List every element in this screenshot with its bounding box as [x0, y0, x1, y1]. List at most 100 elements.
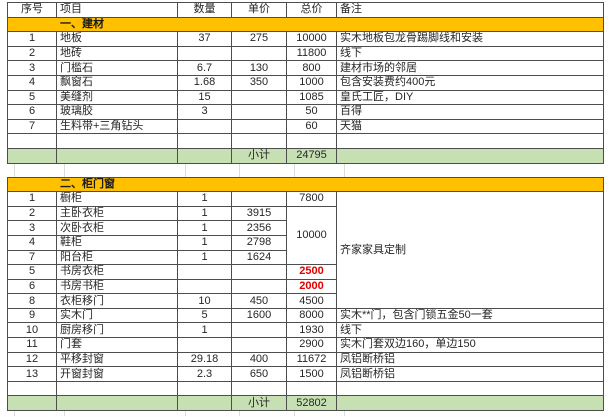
cell-total[interactable]: 11672 — [286, 351, 337, 368]
cell-qty[interactable]: 1 — [177, 205, 232, 222]
cell-item[interactable]: 门套 — [56, 337, 178, 353]
subtotal-value[interactable]: 52802 — [286, 395, 337, 412]
cell-item[interactable]: 实木门 — [56, 307, 178, 324]
subtotal-empty-cell[interactable] — [336, 147, 604, 164]
cell-total[interactable]: 7800 — [286, 191, 337, 207]
cell-item[interactable]: 地砖 — [56, 45, 178, 62]
cell-note[interactable]: 凤铝断桥铝 — [336, 366, 604, 382]
cell-unit[interactable] — [231, 264, 287, 280]
cell-qty[interactable]: 2.3 — [177, 366, 232, 382]
cell-unit[interactable] — [231, 45, 287, 62]
cell-seq[interactable]: 3 — [7, 60, 57, 76]
cell-qty[interactable] — [177, 264, 232, 280]
cell-item[interactable]: 门槛石 — [56, 60, 178, 76]
cell-note[interactable]: 天猫 — [336, 118, 604, 135]
section-title-cell[interactable]: 二、柜门窗 — [7, 176, 604, 193]
subtotal-value[interactable]: 24795 — [286, 147, 337, 164]
cell-note[interactable]: 实木地板包龙骨踢脚线和安装 — [336, 31, 604, 47]
cell-seq[interactable]: 12 — [7, 351, 57, 368]
cell-item[interactable]: 鞋柜 — [56, 234, 178, 251]
cell-note[interactable]: 包含安装费约400元 — [336, 74, 604, 91]
cell-qty[interactable]: 1 — [177, 234, 232, 251]
cell-note[interactable]: 齐家家具定制 — [336, 191, 604, 309]
cell-unit[interactable]: 275 — [231, 31, 287, 47]
cell-total[interactable]: 10000 — [286, 205, 337, 266]
column-header-total[interactable]: 总价 — [286, 2, 337, 18]
cell-qty[interactable] — [177, 337, 232, 353]
cell-unit[interactable]: 400 — [231, 351, 287, 368]
cell-note[interactable]: 线下 — [336, 322, 604, 339]
cell-unit[interactable] — [231, 118, 287, 135]
column-header-item[interactable]: 项目 — [56, 2, 178, 18]
cell-unit[interactable] — [231, 104, 287, 120]
cell-item[interactable] — [56, 133, 178, 149]
cell-seq[interactable]: 11 — [7, 337, 57, 353]
cell-unit[interactable]: 1600 — [231, 307, 287, 324]
subtotal-empty-cell[interactable] — [177, 147, 232, 164]
cell-note[interactable]: 百得 — [336, 104, 604, 120]
cell-seq[interactable]: 5 — [7, 264, 57, 280]
cell-seq[interactable]: 1 — [7, 191, 57, 207]
cell-seq[interactable] — [7, 380, 57, 397]
cell-unit[interactable]: 2798 — [231, 234, 287, 251]
cell-total[interactable]: 1500 — [286, 366, 337, 382]
cell-total[interactable]: 2500 — [286, 264, 337, 280]
cell-total[interactable]: 1085 — [286, 89, 337, 106]
cell-note[interactable]: 皇氏工匠，DIY — [336, 89, 604, 106]
cell-total[interactable]: 10000 — [286, 31, 337, 47]
cell-total[interactable] — [286, 133, 337, 149]
cell-unit[interactable] — [231, 89, 287, 106]
cell-qty[interactable]: 5 — [177, 307, 232, 324]
cell-unit[interactable] — [231, 278, 287, 295]
cell-unit[interactable]: 650 — [231, 366, 287, 382]
cell-qty[interactable]: 1.68 — [177, 74, 232, 91]
cell-unit[interactable]: 130 — [231, 60, 287, 76]
cell-seq[interactable]: 9 — [7, 307, 57, 324]
cell-unit[interactable] — [231, 191, 287, 207]
cell-seq[interactable]: 1 — [7, 31, 57, 47]
cell-unit[interactable] — [231, 337, 287, 353]
cell-unit[interactable]: 2356 — [231, 220, 287, 236]
cell-total[interactable]: 8000 — [286, 307, 337, 324]
cell-item[interactable]: 书房书柜 — [56, 278, 178, 295]
cell-qty[interactable]: 6.7 — [177, 60, 232, 76]
cell-note[interactable]: 实木**门，包含门锁五金50一套 — [336, 307, 604, 324]
cell-seq[interactable]: 8 — [7, 293, 57, 309]
cell-qty[interactable]: 1 — [177, 322, 232, 339]
cell-total[interactable]: 1000 — [286, 74, 337, 91]
cell-total[interactable]: 1930 — [286, 322, 337, 339]
cell-item[interactable]: 衣柜移门 — [56, 293, 178, 309]
subtotal-label[interactable]: 小计 — [231, 147, 287, 164]
section-title-cell[interactable]: 一、建材 — [7, 16, 604, 33]
cell-item[interactable]: 地板 — [56, 31, 178, 47]
cell-seq[interactable]: 5 — [7, 89, 57, 106]
cell-unit[interactable]: 3915 — [231, 205, 287, 222]
cell-note[interactable]: 建材市场的邻居 — [336, 60, 604, 76]
cell-seq[interactable]: 13 — [7, 366, 57, 382]
cell-item[interactable]: 美缝剂 — [56, 89, 178, 106]
cell-total[interactable] — [286, 380, 337, 397]
cell-total[interactable]: 2000 — [286, 278, 337, 295]
cell-note[interactable]: 凤铝断桥铝 — [336, 351, 604, 368]
cell-unit[interactable] — [231, 380, 287, 397]
cell-unit[interactable]: 450 — [231, 293, 287, 309]
cell-qty[interactable]: 3 — [177, 104, 232, 120]
cell-note[interactable]: 实木门套双边160，单边150 — [336, 337, 604, 353]
cell-item[interactable]: 厨房移门 — [56, 322, 178, 339]
cell-unit[interactable] — [231, 322, 287, 339]
cell-qty[interactable] — [177, 118, 232, 135]
cell-total[interactable]: 4500 — [286, 293, 337, 309]
cell-seq[interactable] — [7, 133, 57, 149]
subtotal-label[interactable]: 小计 — [231, 395, 287, 412]
cell-seq[interactable]: 10 — [7, 322, 57, 339]
cell-seq[interactable]: 2 — [7, 45, 57, 62]
cell-seq[interactable]: 4 — [7, 234, 57, 251]
cell-note[interactable]: 线下 — [336, 45, 604, 62]
cell-total[interactable]: 11800 — [286, 45, 337, 62]
cell-item[interactable]: 书房衣柜 — [56, 264, 178, 280]
cell-qty[interactable]: 1 — [177, 249, 232, 266]
cell-item[interactable]: 主卧衣柜 — [56, 205, 178, 222]
subtotal-empty-cell[interactable] — [56, 395, 178, 412]
cell-item[interactable]: 阳台柜 — [56, 249, 178, 266]
subtotal-empty-cell[interactable] — [177, 395, 232, 412]
